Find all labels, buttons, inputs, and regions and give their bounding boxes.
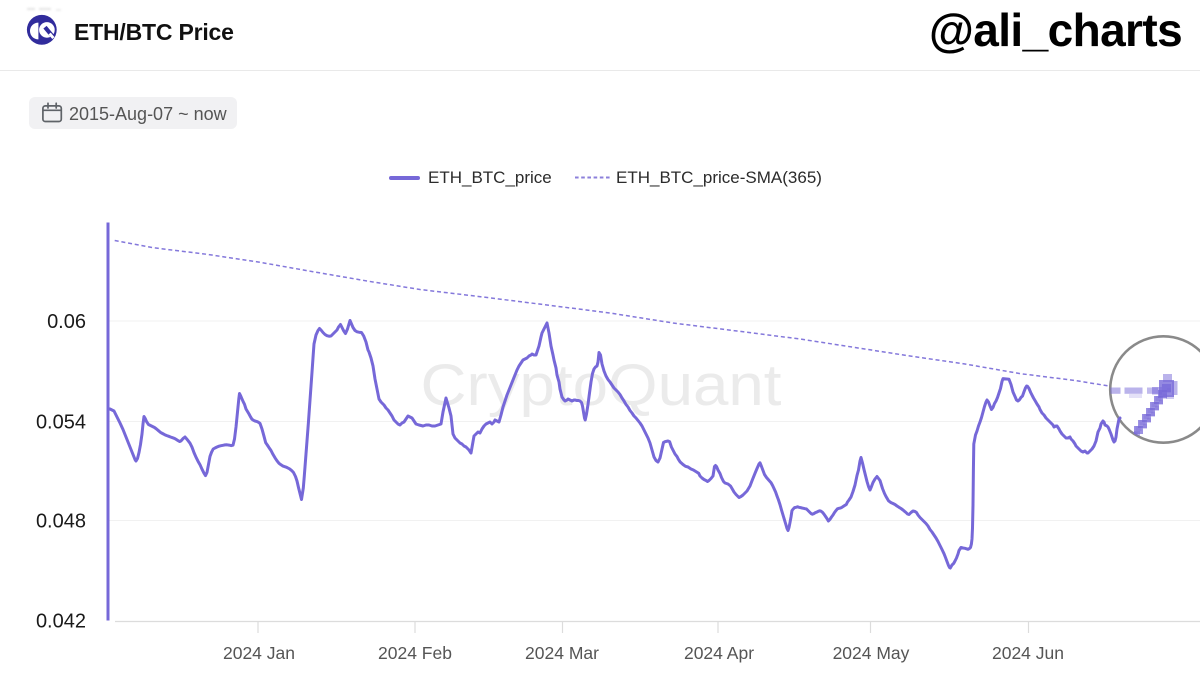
svg-text:2024 Apr: 2024 Apr [684,643,754,663]
svg-text:2024 Jun: 2024 Jun [992,643,1064,663]
svg-text:2024 May: 2024 May [833,643,910,663]
svg-text:2024 Jan: 2024 Jan [223,643,295,663]
svg-text:0.048: 0.048 [36,511,86,533]
svg-text:2024 Feb: 2024 Feb [378,643,452,663]
svg-text:0.054: 0.054 [36,412,86,434]
svg-text:2024 Mar: 2024 Mar [525,643,599,663]
svg-text:0.06: 0.06 [47,311,86,333]
svg-text:0.042: 0.042 [36,611,86,633]
